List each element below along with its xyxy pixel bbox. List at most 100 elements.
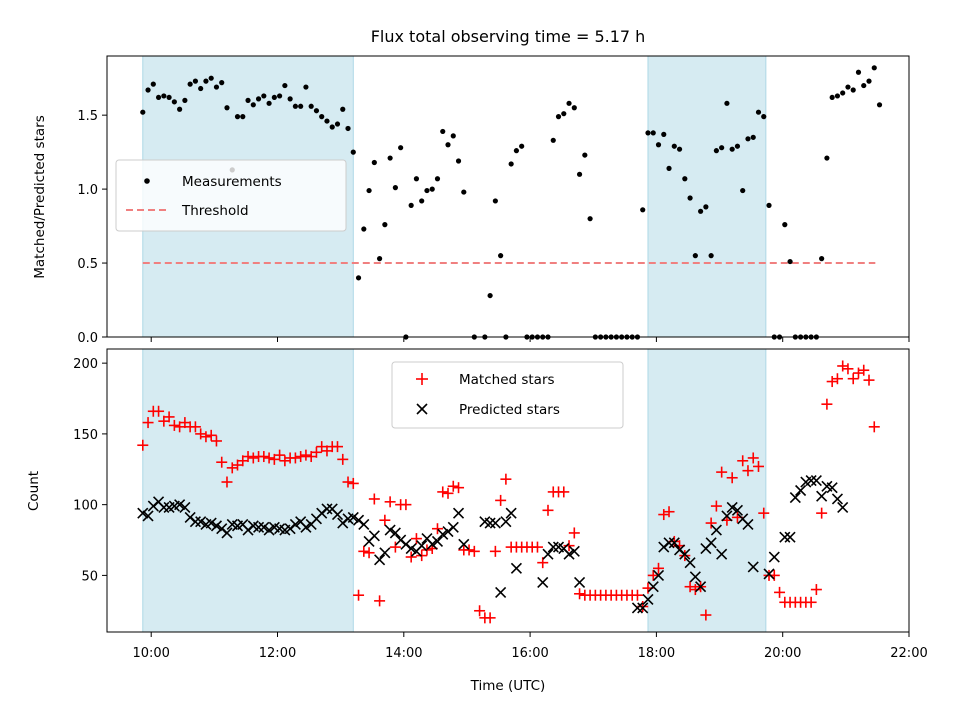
measurement-point xyxy=(361,226,367,232)
measurement-point xyxy=(582,152,588,158)
predicted-star-point xyxy=(416,540,428,552)
predicted-star-point xyxy=(563,548,575,560)
predicted-star-point xyxy=(179,501,191,514)
predicted-star-point xyxy=(679,548,691,560)
matched-star-point xyxy=(847,373,859,385)
x-tick-label: 22:00 xyxy=(890,646,927,661)
matched-star-point xyxy=(384,496,396,508)
measurement-point xyxy=(161,93,167,99)
measurement-point xyxy=(250,102,256,108)
predicted-star-point xyxy=(195,516,207,528)
measurement-point xyxy=(645,130,651,136)
predicted-star-point xyxy=(263,524,275,536)
matched-star-point xyxy=(658,509,670,521)
predicted-star-point xyxy=(805,475,817,487)
bottom-panel-y-axis: 50 100 150 200 xyxy=(73,357,107,584)
predicted-star-point xyxy=(789,492,801,504)
matched-star-point xyxy=(437,486,449,498)
measurement-point xyxy=(392,185,398,191)
predicted-star-point xyxy=(721,510,733,522)
matched-star-point xyxy=(542,504,554,516)
legend-threshold-label: Threshold xyxy=(181,203,249,219)
predicted-star-point xyxy=(158,501,170,514)
bottom-legend-box xyxy=(391,361,624,429)
predicted-star-point xyxy=(174,499,186,511)
matched-star-point xyxy=(684,581,696,593)
top-y-tick-label: 1.5 xyxy=(77,109,98,124)
matched-star-point xyxy=(331,441,343,453)
predicted-star-point xyxy=(368,530,380,542)
measurement-point xyxy=(445,142,451,148)
predicted-star-point xyxy=(642,593,654,606)
matched-star-point xyxy=(563,540,575,552)
predicted-star-point xyxy=(831,493,843,505)
predicted-star-point xyxy=(784,531,796,543)
matched-star-point xyxy=(168,419,180,431)
matched-star-point xyxy=(274,449,286,461)
measurement-point xyxy=(708,253,714,259)
measurement-point xyxy=(819,256,825,262)
measurement-point xyxy=(724,100,730,106)
measurement-point xyxy=(440,128,446,135)
measurement-point xyxy=(687,195,693,201)
chart-title: Flux total observing time = 5.17 h xyxy=(371,27,646,46)
measurement-point xyxy=(413,176,420,182)
matched-star-point xyxy=(816,507,828,519)
predicted-star-point xyxy=(684,557,696,569)
predicted-star-point xyxy=(716,548,728,560)
predicted-star-point xyxy=(742,518,754,531)
x-tick-label: 18:00 xyxy=(638,646,675,661)
legend-predicted-marker xyxy=(416,403,428,415)
measurement-point xyxy=(324,118,330,124)
measurement-point xyxy=(866,78,872,84)
measurement-point xyxy=(429,186,435,192)
top-panel-frame xyxy=(106,55,910,338)
measurement-point xyxy=(555,114,562,120)
matched-star-point xyxy=(716,466,728,478)
predicted-star-point xyxy=(137,507,149,519)
measurement-point xyxy=(345,125,351,132)
predicted-stars-series xyxy=(137,475,849,614)
bottom-panel-x-axis: 10:00 12:00 14:00 16:00 18:00 20:00 22:00 xyxy=(132,632,928,661)
matched-star-point xyxy=(726,472,738,484)
measurement-point xyxy=(376,256,383,262)
matched-star-point xyxy=(342,476,354,488)
measurement-point xyxy=(703,204,709,210)
measurement-point xyxy=(576,171,583,177)
bottom-panel-frame xyxy=(106,348,910,633)
bottom-y-tick-label: 50 xyxy=(81,569,98,584)
measurement-point xyxy=(734,143,741,149)
predicted-star-point xyxy=(300,521,312,533)
measurement-point xyxy=(303,84,309,90)
measurement-point xyxy=(761,114,767,120)
matched-star-point xyxy=(153,405,165,417)
measurement-point xyxy=(766,202,772,208)
matched-star-point xyxy=(747,452,759,464)
matched-star-point xyxy=(379,514,391,526)
predicted-star-point xyxy=(837,501,849,514)
x-tick-label: 20:00 xyxy=(764,646,801,661)
measurement-point xyxy=(855,69,862,75)
measurement-point xyxy=(319,114,325,120)
measurement-point xyxy=(187,81,193,87)
matched-star-point xyxy=(863,374,875,386)
predicted-star-point xyxy=(537,576,549,589)
measurement-point xyxy=(419,198,425,204)
predicted-star-point xyxy=(384,524,396,536)
matched-star-point xyxy=(247,452,259,464)
measurement-point xyxy=(571,105,577,111)
measurement-point xyxy=(350,149,356,155)
matched-star-point xyxy=(810,584,822,596)
observing-window-1 xyxy=(142,348,354,633)
matched-star-point xyxy=(679,550,691,562)
matched-star-point xyxy=(400,499,412,511)
matched-star-point xyxy=(163,411,175,423)
measurement-point xyxy=(513,148,520,154)
observing-window-2 xyxy=(647,55,767,338)
matched-star-point xyxy=(474,605,486,617)
measurement-point xyxy=(424,187,430,194)
top-panel-y-label: Matched/Predicted stars xyxy=(32,115,48,278)
predicted-star-point xyxy=(210,520,223,532)
bottom-panel-shaded-regions xyxy=(142,348,767,633)
